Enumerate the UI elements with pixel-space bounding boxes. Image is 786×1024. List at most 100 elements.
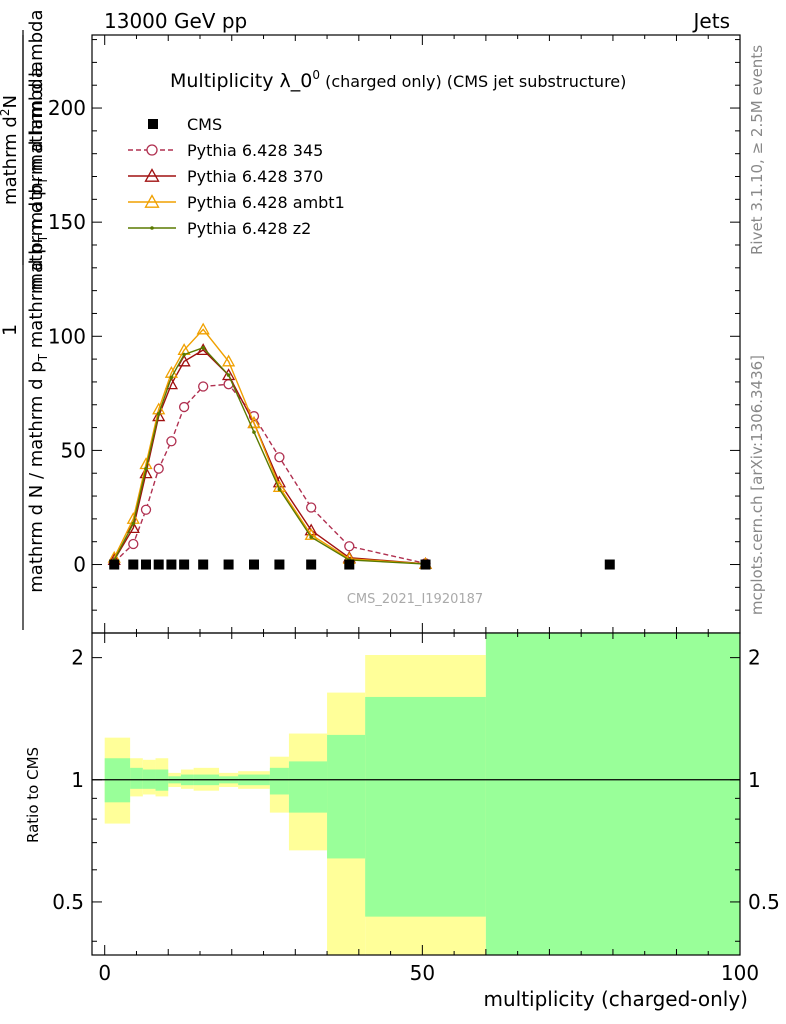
legend-item: Pythia 6.428 345 bbox=[128, 141, 323, 160]
series-marker bbox=[178, 401, 190, 413]
ratio-y-tick-label: 1 bbox=[71, 768, 84, 792]
main-series-layer bbox=[107, 322, 615, 570]
x-axis-label: multiplicity (charged-only) bbox=[483, 987, 748, 1011]
series-marker bbox=[144, 168, 160, 182]
series-marker bbox=[198, 381, 209, 392]
main-y-axis-label: 1 mathrm d N / mathrm d pT mathrm d pT m… bbox=[0, 30, 50, 630]
series-marker bbox=[144, 194, 160, 208]
cms-data-point bbox=[166, 559, 177, 570]
ratio-x-tick-label: 0 bbox=[98, 961, 111, 985]
ratio-y-tick-label: 0.5 bbox=[52, 890, 84, 914]
ratio-band-inner-11 bbox=[327, 734, 366, 859]
series-marker bbox=[196, 343, 210, 356]
series-marker bbox=[196, 322, 210, 335]
cms-data-point bbox=[109, 559, 120, 570]
series-marker bbox=[150, 226, 154, 230]
main-y-tick-label: 150 bbox=[48, 210, 86, 234]
series-marker bbox=[152, 409, 166, 422]
legend-label: CMS bbox=[187, 115, 222, 134]
cms-data-point bbox=[179, 559, 190, 570]
legend-label: Pythia 6.428 345 bbox=[187, 141, 323, 160]
ylabel-one: 1 bbox=[0, 324, 21, 336]
cms-data-point bbox=[249, 559, 259, 570]
series-4 bbox=[112, 345, 428, 566]
legend-swatch bbox=[148, 119, 158, 129]
cms-data-point bbox=[223, 559, 234, 570]
legend-item: Pythia 6.428 z2 bbox=[128, 219, 311, 238]
series-marker bbox=[169, 375, 174, 380]
legend-label: Pythia 6.428 ambt1 bbox=[187, 193, 345, 212]
series-1 bbox=[109, 379, 431, 569]
title-tail: (charged only) (CMS jet substructure) bbox=[320, 72, 626, 91]
series-marker bbox=[153, 463, 164, 474]
mcplots-label: mcplots.cern.ch [arXiv:1306.3436] bbox=[748, 355, 766, 615]
ratio-y-axis-label: Ratio to CMS bbox=[24, 747, 42, 843]
ratio-x-tick-label: 50 bbox=[410, 961, 435, 985]
series-marker bbox=[277, 487, 282, 492]
cms-data-point bbox=[306, 559, 317, 570]
ratio-band-inner-13 bbox=[485, 633, 740, 955]
watermark-analysis-id: CMS_2021_I1920187 bbox=[347, 592, 483, 607]
header-process-label: Jets bbox=[692, 9, 730, 33]
series-marker bbox=[252, 430, 256, 434]
series-3 bbox=[107, 322, 433, 569]
ratio-frame bbox=[91, 632, 741, 956]
series-marker bbox=[182, 352, 186, 357]
main-y-tick-label: 200 bbox=[48, 96, 86, 120]
series-2 bbox=[107, 343, 433, 569]
series-marker bbox=[156, 412, 161, 416]
legend-item: CMS bbox=[148, 115, 222, 134]
series-marker bbox=[144, 466, 148, 471]
cms-data-point bbox=[274, 559, 285, 570]
main-y-axis-numerator: mathrm d2N mathrm d pT mathrm d lambda bbox=[0, 10, 50, 291]
cms-data-point bbox=[604, 559, 615, 570]
series-line bbox=[113, 346, 426, 565]
main-plot-title: Multiplicity λ_00 (charged only) (CMS je… bbox=[170, 68, 626, 92]
main-y-tick-label: 50 bbox=[61, 438, 86, 462]
series-marker bbox=[274, 452, 285, 463]
legend-label: Pythia 6.428 370 bbox=[187, 167, 323, 186]
ratio-band-inner-9 bbox=[269, 767, 289, 795]
legend-label: Pythia 6.428 z2 bbox=[187, 219, 311, 238]
legend-item: Pythia 6.428 370 bbox=[128, 167, 323, 186]
series-marker bbox=[166, 436, 177, 447]
series-marker bbox=[221, 368, 236, 381]
cms-data-point bbox=[344, 559, 355, 570]
series-marker bbox=[131, 521, 136, 526]
title-superscript: 0 bbox=[312, 68, 320, 82]
series-marker bbox=[344, 541, 355, 552]
series-marker bbox=[128, 538, 139, 550]
series-marker bbox=[140, 504, 152, 515]
legend: CMS Pythia 6.428 345 Pythia 6.428 370 Pythi… bbox=[128, 115, 345, 238]
series-marker bbox=[309, 535, 313, 539]
title-main: Multiplicity λ_0 bbox=[170, 70, 312, 92]
svg-text:mathrm d2N: mathrm d2N bbox=[0, 95, 21, 205]
ratio-y-tick-label: 2 bbox=[71, 646, 84, 670]
rivet-label: Rivet 3.1.10, ≥ 2.5M events bbox=[748, 45, 766, 255]
ylabel-denominator: mathrm d N / mathrm d pT mathrm d pT mat… bbox=[26, 67, 50, 592]
series-marker bbox=[306, 502, 317, 513]
svg-text:mathrm d pT mathrm d lambda: mathrm d pT mathrm d lambda bbox=[26, 10, 50, 291]
ratio-bands-layer bbox=[92, 633, 740, 955]
series-marker bbox=[221, 354, 236, 367]
cms-data-point bbox=[141, 559, 151, 570]
main-y-tick-label: 0 bbox=[73, 553, 86, 577]
main-y-tick-label: 100 bbox=[48, 324, 86, 348]
series-line bbox=[113, 349, 426, 565]
series-line bbox=[113, 328, 426, 565]
svg-text:Multiplicity λ_00 (charged onl: Multiplicity λ_00 (charged only) (CMS je… bbox=[170, 68, 626, 92]
cms-data-point bbox=[153, 559, 164, 570]
ratio-band-inner-2 bbox=[142, 769, 156, 789]
legend-item: Pythia 6.428 ambt1 bbox=[128, 193, 345, 212]
ratio-band-inner-1 bbox=[130, 767, 143, 789]
ratio-y-tick-label-right: 2 bbox=[748, 646, 761, 670]
series-marker bbox=[146, 144, 158, 156]
cms-data-point bbox=[420, 559, 431, 570]
ratio-axes: 0 50 100 0.5 0.5 1 1 2 2 bbox=[52, 632, 780, 985]
series-marker bbox=[247, 416, 261, 429]
ratio-band-inner-12 bbox=[365, 696, 486, 917]
series-marker bbox=[272, 480, 287, 492]
cms-data-point bbox=[128, 559, 139, 570]
series-cms bbox=[109, 559, 615, 570]
